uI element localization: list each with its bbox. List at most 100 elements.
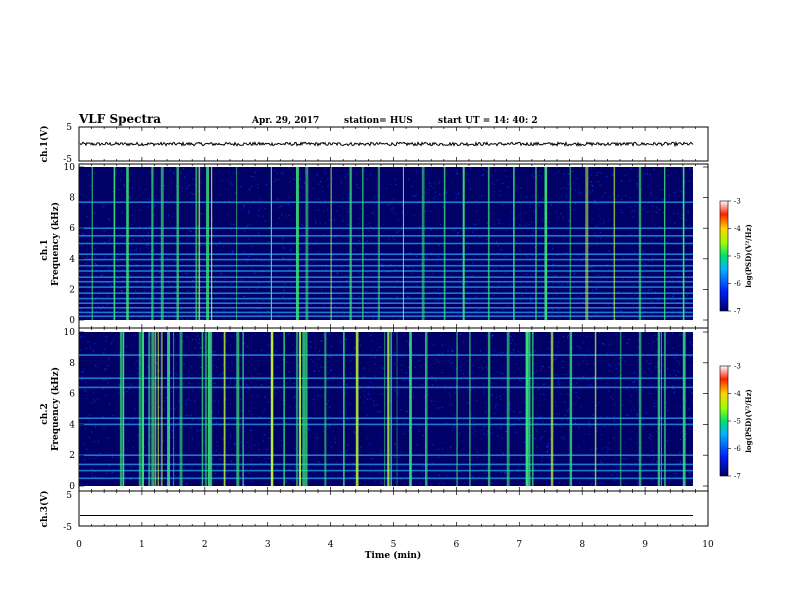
ch1-spectrogram-noise-speck: [680, 191, 682, 193]
ch2-spectrogram-noise-speck: [652, 450, 654, 452]
ch1-spectrogram-ytick-label: 6: [69, 224, 75, 234]
ch2-spectrogram-noise-speck: [329, 415, 331, 418]
ch2-spectrogram-noise-speck: [171, 391, 173, 393]
ch2-spectrogram-noise-speck: [618, 357, 620, 359]
ch2-spectrogram-noise-speck: [311, 403, 313, 406]
ch1-spectrogram-noise-speck: [515, 240, 517, 242]
ch2-spectrogram-noise-speck: [381, 366, 383, 368]
ch2-spectrogram-noise-speck: [111, 342, 113, 344]
ch2-spectrogram-noise-speck: [84, 458, 86, 460]
ch2-spectrogram-noise-speck: [676, 476, 678, 478]
ch2-spectrogram-noise-speck: [125, 412, 128, 414]
ch2-spectrogram-noise-speck: [198, 342, 200, 344]
ch1-spectrogram-noise-speck: [129, 196, 131, 198]
ch1-spectrogram-noise-speck: [609, 197, 611, 199]
ch2-spectrogram-noise-speck: [255, 333, 257, 335]
ch1-spectrogram-noise-speck: [376, 318, 378, 320]
ch2-spectrogram-noise-speck: [153, 361, 155, 363]
ch2-spectrogram-noise-speck: [367, 393, 369, 395]
ch2-spectrogram-noise-speck: [450, 446, 452, 448]
ch2-spectrogram-noise-speck: [105, 437, 107, 439]
ch1-spectrogram-noise-speck: [245, 301, 247, 303]
ch2-spectrogram-noise-speck: [282, 359, 284, 361]
ch1-spectrogram-noise-speck: [546, 218, 548, 220]
ch1-spectrogram-tone-line: [79, 201, 693, 203]
ch1-spectrogram-noise-speck: [97, 247, 99, 249]
ch1-spectrogram-noise-speck: [279, 313, 281, 315]
ch1-spectrogram-noise-speck: [374, 289, 376, 291]
ch2-spectrogram-noise-speck: [190, 365, 192, 368]
ch2-spectrogram-burst: [173, 332, 175, 486]
ch2-spectrogram-noise-speck: [255, 368, 257, 370]
ch1-spectrogram-noise-speck: [534, 246, 536, 248]
ch2-spectrogram-noise-speck: [293, 351, 295, 353]
ch2-spectrogram-noise-speck: [492, 334, 494, 336]
header-start-time: start UT = 14: 40: 2: [438, 116, 538, 126]
ch1-spectrogram-noise-speck: [653, 305, 655, 308]
ch2-spectrogram-noise-speck: [384, 381, 386, 383]
ch2-spectrogram-noise-speck: [293, 362, 295, 364]
ch2-spectrogram-noise-speck: [263, 409, 265, 411]
ch2-spectrogram-noise-speck: [189, 427, 192, 429]
ch1-spectrogram-noise-speck: [144, 188, 146, 191]
ch2-spectrogram-noise-speck: [591, 473, 593, 475]
ch2-spectrogram-noise-speck: [367, 385, 369, 387]
ch1-spectrogram-noise-speck: [159, 271, 161, 273]
ch2-spectrogram-noise-speck: [668, 479, 670, 481]
ch2-spectrogram-noise-speck: [602, 342, 604, 345]
ch1-spectrogram-noise-speck: [590, 181, 592, 183]
ch1-spectrogram-noise-speck: [572, 182, 574, 184]
ch2-spectrogram-noise-speck: [366, 414, 368, 416]
ch2-spectrogram-noise-speck: [171, 433, 174, 435]
ch2-spectrogram-noise-speck: [577, 345, 579, 347]
ch2-spectrogram-noise-speck: [677, 420, 679, 422]
ch1-spectrogram-noise-speck: [464, 282, 466, 284]
ch2-spectrogram-noise-speck: [359, 388, 361, 390]
ch1-spectrogram-noise-speck: [445, 192, 447, 194]
ch1-spectrogram-noise-speck: [220, 250, 222, 252]
ch1-spectrogram-noise-speck: [538, 205, 540, 207]
ch2-spectrogram-noise-speck: [433, 344, 435, 346]
ch1-spectrogram-noise-speck: [142, 191, 144, 193]
ch1-spectrogram-noise-speck: [498, 222, 500, 224]
ch1-spectrogram-noise-speck: [181, 221, 183, 223]
ch1-spectrogram-noise-speck: [468, 277, 470, 279]
ch1-spectrogram-noise-speck: [580, 294, 582, 296]
ch1-spectrogram-burst: [176, 167, 179, 320]
ch2-spectrogram-noise-speck: [285, 480, 287, 482]
ch1-spectrogram-noise-speck: [230, 223, 232, 225]
ch1-spectrogram-noise-speck: [590, 174, 592, 176]
ch2-spectrogram-noise-speck: [389, 399, 391, 401]
ch2-spectrogram-noise-speck: [195, 338, 197, 340]
ch1-spectrogram-noise-speck: [608, 250, 610, 252]
ch1-spectrogram-noise-speck: [408, 178, 410, 180]
ch1-spectrogram-noise-speck: [149, 300, 151, 302]
ch2-spectrogram-noise-speck: [197, 420, 199, 422]
ch1-spectrogram-noise-speck: [434, 314, 436, 316]
ch1-spectrogram-noise-speck: [313, 267, 315, 269]
ch1-spectrogram-noise-speck: [590, 245, 592, 247]
ch1-spectrogram-noise-speck: [651, 313, 653, 315]
ch1-spectrogram-noise-speck: [487, 267, 489, 269]
ch1-spectrogram-noise-speck: [627, 246, 629, 248]
ch2-spectrogram-noise-speck: [112, 339, 114, 341]
ch1-spectrogram-noise-speck: [370, 226, 372, 228]
ch2-spectrogram-noise-speck: [471, 459, 473, 461]
ch1-spectrogram-noise-speck: [596, 244, 598, 246]
ch2-spectrogram-noise-speck: [610, 409, 612, 411]
ch1-spectrogram-noise-speck: [143, 314, 145, 316]
ch2-spectrogram-noise-speck: [420, 365, 422, 367]
x-axis-tick-label: 9: [642, 540, 648, 550]
ch1-spectrogram-noise-speck: [641, 189, 643, 191]
ch2-spectrogram-noise-speck: [642, 390, 644, 392]
ch2-spectrogram-noise-speck: [676, 459, 679, 461]
ch1-spectrogram-noise-speck: [396, 219, 398, 222]
ch2-spectrogram-noise-speck: [81, 371, 83, 373]
ch1-spectrogram-noise-speck: [298, 279, 300, 281]
ch2-spectrogram-noise-speck: [509, 405, 511, 407]
ch2-spectrogram-noise-speck: [349, 403, 351, 405]
ch1-spectrogram-noise-speck: [246, 261, 248, 263]
ch1-spectrogram-noise-speck: [529, 296, 532, 298]
ch2-spectrogram-tone-line: [79, 377, 693, 379]
ch2-spectrogram-noise-speck: [539, 438, 542, 440]
